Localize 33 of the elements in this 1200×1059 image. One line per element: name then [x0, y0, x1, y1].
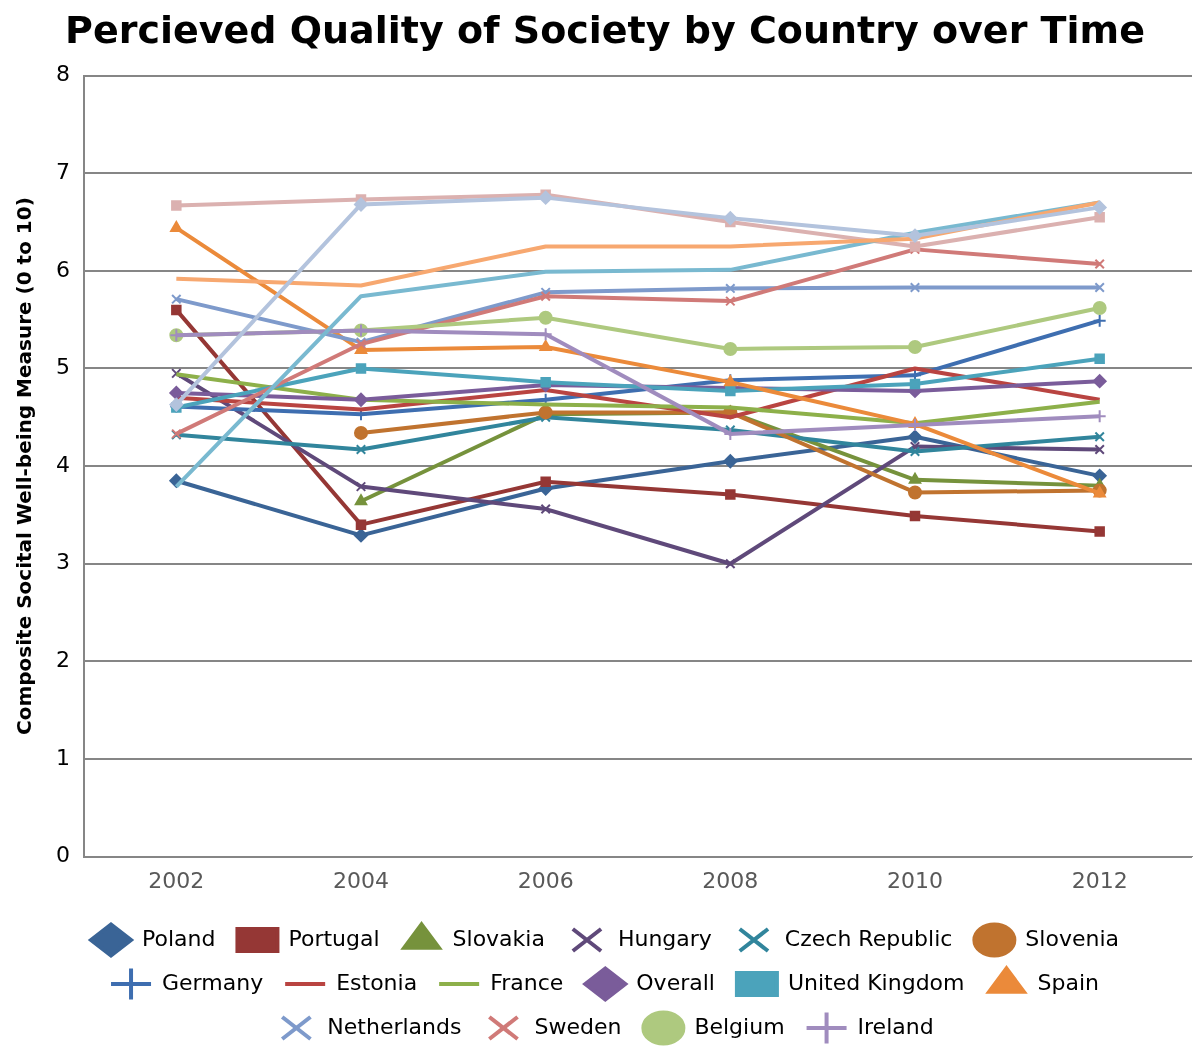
y-tick-label: 8: [56, 61, 70, 87]
y-tick-label: 7: [56, 158, 70, 184]
x-tick-label: 2006: [517, 867, 574, 893]
x-tick-label: 2004: [333, 867, 389, 893]
y-tick-label: 0: [56, 842, 70, 868]
y-tick-label: 6: [56, 256, 70, 282]
legend-label: Hungary: [617, 925, 712, 951]
y-tick-label: 1: [56, 744, 70, 770]
x-tick-label: 2012: [1071, 867, 1128, 893]
legend-label: Ireland: [857, 1013, 934, 1039]
y-axis-title: Composite Socital Well-being Measure (0 to 10): [12, 197, 37, 736]
legend-label: Slovakia: [452, 925, 545, 951]
legend-label: Estonia: [336, 969, 418, 995]
y-tick-label: 5: [56, 354, 70, 380]
legend-label: Overall: [636, 969, 715, 995]
legend-label: Germany: [162, 969, 264, 995]
x-tick-label: 2008: [702, 867, 759, 893]
legend-label: Spain: [1037, 969, 1099, 995]
x-tick-label: 2002: [148, 867, 205, 893]
legend-label: Netherlands: [327, 1013, 462, 1039]
legend-label: Sweden: [534, 1013, 622, 1039]
legend-label: Slovenia: [1025, 925, 1120, 951]
y-tick-label: 3: [56, 549, 70, 575]
legend-label: Poland: [142, 925, 216, 951]
legend-label: Belgium: [694, 1013, 785, 1039]
y-tick-label: 4: [56, 451, 70, 477]
chart-title: Percieved Quality of Society by Country over Time: [65, 7, 1145, 52]
x-tick-label: 2010: [887, 867, 943, 893]
y-tick-label: 2: [56, 647, 70, 673]
legend-label: Czech Republic: [784, 925, 953, 951]
legend-label: France: [490, 969, 564, 995]
legend-label: Portugal: [288, 925, 380, 951]
legend-label: United Kingdom: [787, 969, 965, 995]
